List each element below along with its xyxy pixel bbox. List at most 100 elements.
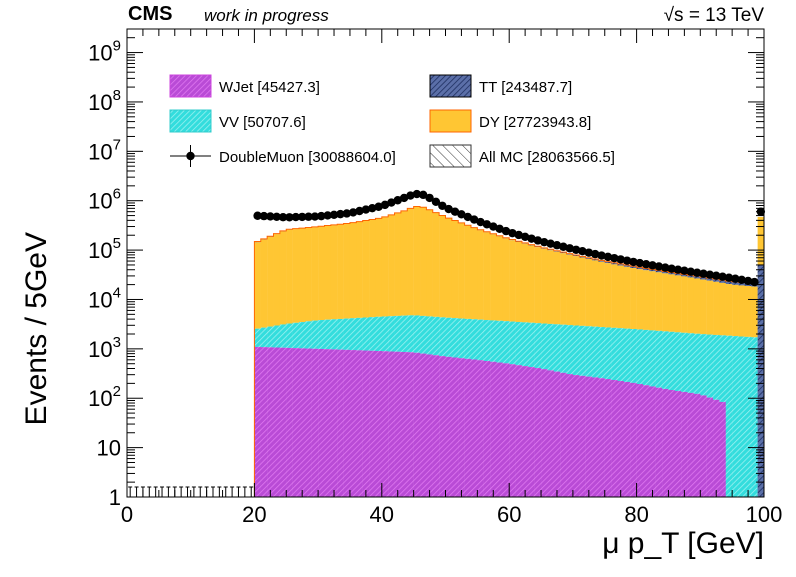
legend-swatch-dy [430,110,471,132]
wjet-bar [573,375,580,497]
dy-bar [541,249,548,324]
vv-bar [375,317,382,351]
vv-bar [318,320,325,349]
vv-bar [299,322,306,348]
legend-label-wjet: WJet [45427.3] [219,79,320,96]
x-tick-label: 40 [370,502,394,527]
y-tick-exponent: 8 [113,87,121,104]
y-tick-exponent: 5 [113,235,121,252]
dy-bar [363,221,370,318]
wjet-bar [375,351,382,497]
legend-swatch-tt [430,75,471,97]
dy-bar [375,219,382,317]
wjet-bar [611,380,618,497]
dy-bar [547,250,554,324]
wjet-bar [637,384,644,497]
vv-bar [739,337,746,497]
wjet-bar [363,351,370,497]
vv-bar [624,329,631,382]
dy-bar [516,242,523,322]
vv-bar [745,337,752,497]
dy-bar [490,234,497,320]
wjet-bar [586,377,593,497]
y-tick-base: 10 [97,436,121,461]
y-tick-label: 107 [88,136,121,164]
wjet-bar [688,393,695,497]
wjet-bar [305,349,312,497]
y-tick-label: 103 [88,334,121,362]
dy-bar [726,284,733,336]
wjet-bar [516,365,523,497]
vv-bar [579,326,586,376]
dy-bar [477,230,484,319]
wjet-bar [541,369,548,497]
wjet-bar [261,347,268,497]
vv-bar [662,331,669,389]
vv-bar [541,324,548,370]
vv-bar [484,320,491,361]
y-tick-base: 10 [88,41,112,66]
vv-bar [522,322,529,366]
vv-bar [293,323,300,348]
wjet-bar [535,368,542,497]
wjet-bar [598,378,605,497]
vv-bar [465,319,472,359]
wjet-bar [707,398,714,497]
dy-bar [452,221,459,318]
vv-bar [388,316,395,351]
wjet-bar [643,385,650,497]
vv-bar [630,329,637,383]
energy-label: √s = 13 TeV [664,5,765,26]
energy-prefix: √s [664,5,684,26]
x-tick-label: 80 [624,502,648,527]
dy-bar [414,207,421,316]
dy-bar [458,223,465,318]
dy-bar [388,215,395,316]
legend-label-vv: VV [50707.6] [219,114,306,131]
vv-bar [433,317,440,355]
legend-label-dy: DY [27723943.8] [479,114,591,131]
y-tick-base: 10 [88,287,112,312]
wjet-bar [331,349,338,497]
wjet-bar [522,366,529,497]
wjet-bar [452,357,459,497]
wjet-bar [496,363,503,497]
wjet-bar [356,350,363,497]
dy-bar [535,247,542,323]
y-tick-base: 10 [88,337,112,362]
dy-bar [484,232,491,320]
dy-bar [681,276,688,332]
vv-bar [675,332,682,391]
vv-bar [382,316,389,351]
vv-bar [439,317,446,356]
wjet-bar [579,376,586,497]
vv-bar [426,316,433,354]
dy-bar [700,280,707,335]
dy-bar [713,282,720,335]
y-tick-label: 10 [97,436,121,461]
wjet-bar [369,351,376,497]
dy-bar [305,228,312,322]
vv-bar [420,316,427,354]
vv-bar [656,331,663,388]
vv-bar [681,333,688,392]
x-tick-label: 100 [746,502,783,527]
dy-bar [739,285,746,336]
wjet-bar [286,348,293,497]
dy-bar [496,236,503,321]
wjet-bar [592,377,599,497]
dy-bar [254,242,261,328]
y-tick-base: 10 [88,189,112,214]
wjet-bar [630,383,637,497]
y-tick-exponent: 2 [113,383,121,400]
vv-bar [363,318,370,351]
legend-swatch-wjet [170,75,211,97]
vv-bar [560,325,567,373]
dy-bar [675,275,682,332]
wjet-bar [414,353,421,497]
y-tick-label: 105 [88,235,121,263]
dy-bar [611,264,618,327]
dy-bar [662,273,669,331]
vv-bar [280,324,287,347]
